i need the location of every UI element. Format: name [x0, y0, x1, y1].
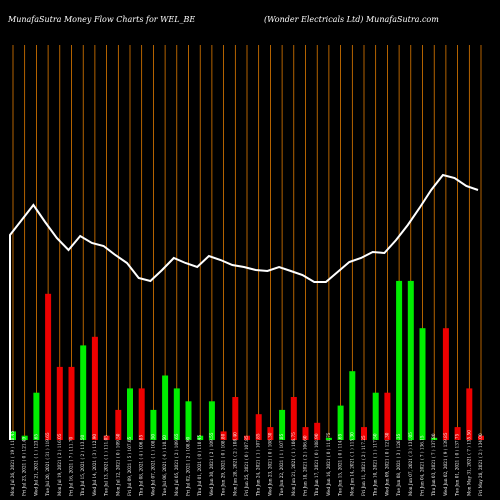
money-flow-bar: [185, 401, 192, 440]
money-flow-bar: [197, 435, 204, 440]
x-tick-label: Tue Jul 06, 2021 ( 4 ) 110.50: [162, 435, 167, 496]
money-flow-bar: [419, 328, 426, 440]
money-flow-bar: [232, 397, 239, 440]
money-flow-bar: [138, 388, 145, 440]
money-flow-bar: [431, 437, 438, 440]
money-flow-bar: [337, 405, 344, 440]
x-tick-label: Fri Jul 23, 2021 ( 0 ) 121.49: [22, 436, 27, 496]
money-flow-bar: [407, 280, 414, 440]
money-flow-bar: [127, 388, 133, 440]
x-tick-label: Tue Jul 20, 2021 ( 31 ) 119.65: [45, 432, 50, 496]
price-line: [9, 173, 479, 440]
x-tick-label: Mon Jun 21, 2021 ( 1 ) 106.75: [291, 432, 296, 496]
money-flow-bar: [244, 435, 250, 440]
money-flow-bar: [302, 427, 309, 440]
x-tick-label: Thu Jun 24, 2021 ( 1 ) 107.85: [256, 433, 261, 496]
x-tick-label: Thu Jul 01, 2021 ( 0 ) 110.45: [197, 435, 202, 496]
x-tick-label: Tue Jun 22, 2021 ( 1 ) 107.85: [279, 433, 284, 496]
money-flow-bar: [56, 366, 63, 440]
money-flow-bar: [21, 435, 28, 440]
x-tick-label: Wed Jun 30, 2021 ( 2 ) 109.55: [209, 432, 214, 496]
money-flow-bar: [150, 409, 157, 440]
x-tick-label: Mon Jun 28, 2021 ( 2 ) 108.40: [232, 432, 237, 496]
money-flow-bar: [220, 431, 227, 440]
money-flow-bar: [384, 392, 391, 440]
x-tick-label: Tue Jun 29, 2021 ( 0 ) 108.80: [221, 433, 226, 496]
money-flow-bar: [10, 431, 16, 440]
money-flow-bar: [68, 366, 75, 440]
money-flow-bar: [314, 422, 321, 440]
money-flow-bar: [115, 409, 122, 440]
money-flow-bar: [45, 293, 52, 440]
x-tick-label: Fri Jul 09, 2021 ( 5 ) 107.05: [127, 436, 132, 496]
x-tick-label: Wed Jun 23, 2021 ( 0 ) 108.30: [267, 432, 272, 496]
x-tick-label: Thu Jun 10, 2021 ( 1 ) 117.50: [373, 433, 378, 496]
chart-title-right: (Wonder Electricals Ltd) MunafaSutra.com: [264, 15, 439, 24]
x-tick-label: Fri Jun 11, 2021 ( 2 ) 117.25: [361, 435, 366, 496]
x-tick-label: Tue Jul 13, 2021 ( 1 ) 111.05: [104, 435, 109, 496]
x-tick-label: Wed Jun 16, 2021 ( 0 ) 111.75: [326, 432, 331, 496]
x-tick-label: Fri May 28, 2021 ( 2 ) 134.00: [478, 433, 483, 496]
money-flow-bar: [361, 427, 367, 440]
x-tick-label: Wed Jun 02, 2021 ( 9 ) 139.85: [443, 432, 448, 496]
x-tick-label: Tue Jun 08, 2021 ( 3 ) 126.35: [396, 433, 401, 496]
x-tick-label: Thu Jul 08, 2021 ( 4 ) 106.85: [139, 435, 144, 496]
x-tick-label: Mon Jul 05, 2021 ( 2 ) 109.65: [174, 433, 179, 496]
x-tick-label: Thu Jun 03, 2021 ( 7 ) 137.80: [431, 433, 436, 496]
x-tick-label: Mon May 31, 2021 ( 7 ) 135.50: [466, 430, 471, 496]
money-flow-bar: [325, 437, 332, 440]
x-tick-label: Thu Jun 17, 2021 ( 0 ) 108.90: [314, 433, 319, 496]
x-tick-label: Fri Jul 02, 2021 ( 2 ) 108.90: [186, 436, 191, 496]
money-flow-bar: [162, 375, 169, 440]
x-tick-label: Mon Jul 26, 2021 ( 19 ) 118.45: [10, 431, 15, 496]
money-flow-bar: [267, 427, 274, 440]
x-tick-label: Mon Jun 14, 2021 ( 1 ) 115.30: [349, 432, 354, 496]
chart-title-left: MunafaSutra Money Flow Charts for WEL_BE: [8, 15, 196, 24]
money-flow-bar: [173, 388, 180, 440]
money-flow-bar: [442, 328, 449, 440]
money-flow-bar: [349, 371, 356, 440]
x-tick-label: Mon Jun 07, 2021 ( 3 ) 131.05: [408, 432, 413, 496]
money-flow-bar: [80, 345, 87, 440]
x-tick-label: Fri Jun 25, 2021 ( 0 ) 107.85: [244, 435, 249, 496]
money-flow-bar: [290, 397, 297, 440]
money-flow-bar: [208, 401, 215, 440]
money-flow-bar: [396, 280, 403, 440]
x-tick-label: Mon Jul 12, 2021 ( 0 ) 109.50: [115, 433, 120, 496]
money-flow-bar: [466, 388, 473, 440]
money-flow-bar: [279, 409, 286, 440]
x-tick-label: Wed Jun 09, 2021 ( 0 ) 121.30: [384, 432, 389, 496]
money-flow-bar: [103, 435, 110, 440]
x-tick-label: Wed Jul 14, 2021 ( 3 ) 112.90: [92, 434, 97, 496]
x-tick-label: Wed Jul 07, 2021 ( 1 ) 108.50: [150, 434, 155, 496]
x-tick-label: Fri Jul 16, 2021 ( 7 ) 111.70: [69, 436, 74, 496]
money-flow-bar: [478, 435, 484, 440]
x-tick-label: Fri Jun 18, 2021 ( 2 ) 106.60: [303, 435, 308, 496]
money-flow-bar: [91, 336, 98, 440]
x-tick-label: Tue Jun 01, 2021 ( 0 ) 137.75: [455, 433, 460, 496]
x-tick-label: Tue Jun 15, 2021 ( 0 ) 114.65: [338, 433, 343, 496]
x-tick-label: Wed Jul 21, 2021 ( 1 ) 123.65: [33, 434, 38, 496]
x-tick-label: Fri Jun 04, 2021 ( 7 ) 136.15: [420, 435, 425, 496]
money-flow-bar: [454, 427, 461, 440]
money-flow-bar: [33, 392, 40, 440]
x-tick-label: Mon Jul 19, 2021 ( 2 ) 116.05: [57, 433, 62, 496]
money-flow-bar: [255, 414, 262, 440]
money-flow-bar: [372, 392, 379, 440]
x-tick-label: Thu Jul 15, 2021 ( 2 ) 113.50: [80, 435, 85, 496]
